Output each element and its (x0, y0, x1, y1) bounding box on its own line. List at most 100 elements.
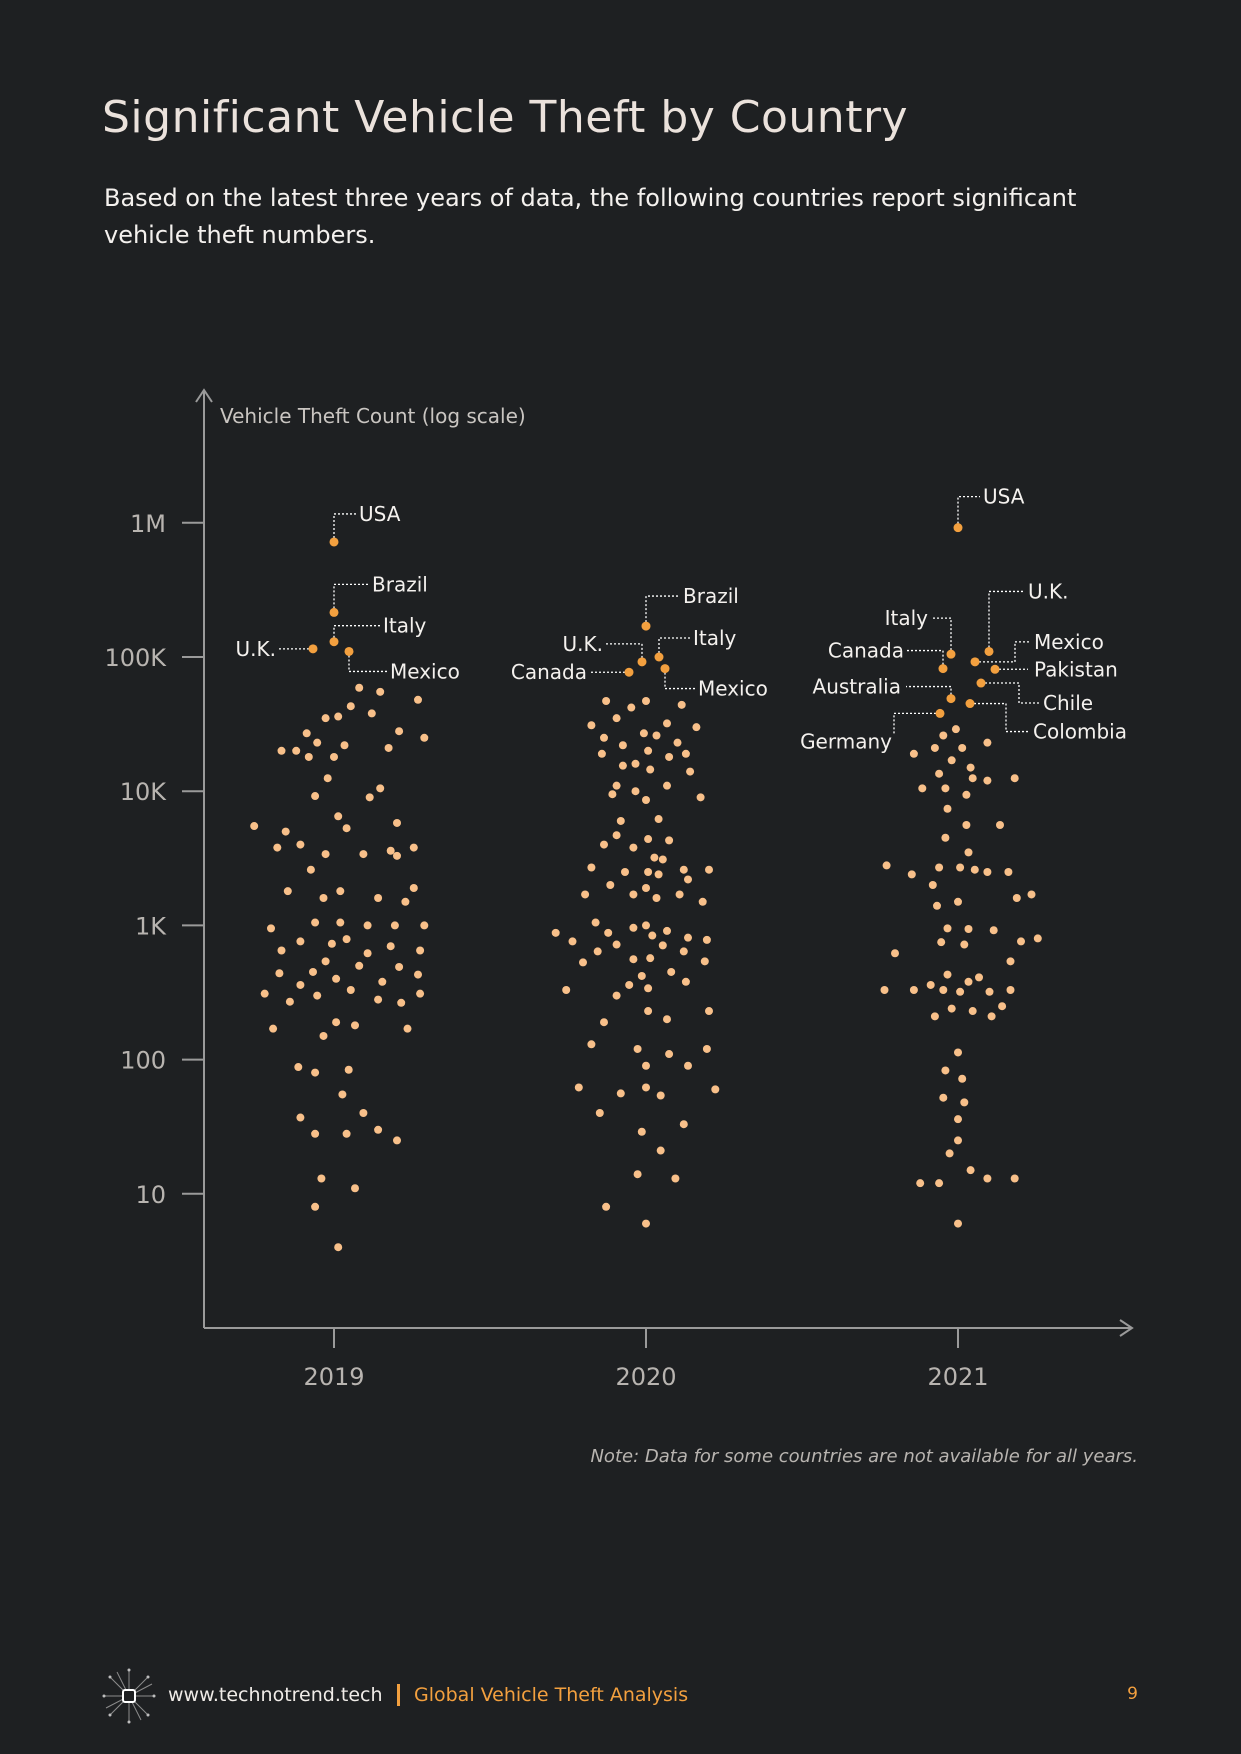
data-point (311, 918, 320, 927)
data-point (579, 958, 587, 967)
data-point (663, 1015, 671, 1024)
data-point (987, 1012, 996, 1021)
data-point (656, 1146, 665, 1155)
data-point (414, 695, 422, 704)
data-point (306, 865, 315, 874)
data-point (313, 991, 322, 1000)
country-label-mexico-2019: Mexico (390, 659, 460, 683)
highlight-point-mexico-2020 (660, 664, 670, 674)
data-point (342, 935, 351, 944)
data-point (692, 723, 701, 732)
data-point (968, 774, 977, 783)
data-point (700, 957, 709, 966)
country-label-australia-2021: Australia (813, 675, 901, 699)
data-point (962, 790, 971, 799)
data-point (390, 921, 399, 930)
highlight-point-pakistan-2021 (990, 664, 1000, 674)
country-label-italy-2021: Italy (885, 606, 929, 630)
y-tick-label: 100K (104, 644, 167, 672)
data-point (943, 804, 952, 813)
data-point (338, 1090, 347, 1099)
data-point (947, 1004, 956, 1013)
data-point (633, 1170, 642, 1179)
leader-line-canada-2021 (907, 649, 944, 669)
data-point (935, 769, 944, 778)
data-point (384, 743, 393, 752)
data-point (616, 1089, 625, 1098)
highlight-point-brazil-2020 (641, 621, 651, 631)
data-point (654, 815, 663, 824)
data-point (618, 741, 627, 750)
leader-line-australia-2021 (906, 685, 952, 699)
data-point (954, 1115, 962, 1124)
country-label-uk-2019: U.K. (236, 637, 276, 661)
data-point (346, 986, 355, 995)
data-point (275, 969, 284, 978)
footer-site: www.technotrend.tech (168, 1684, 383, 1706)
data-point (416, 989, 425, 998)
data-point (882, 861, 891, 870)
footer-report-title: Global Vehicle Theft Analysis (414, 1684, 689, 1706)
data-point (954, 1136, 962, 1145)
data-point (639, 729, 648, 738)
data-point (616, 816, 625, 825)
country-label-brazil-2019: Brazil (372, 572, 428, 596)
data-point (629, 923, 638, 932)
data-point (386, 942, 395, 951)
data-point (363, 921, 372, 930)
data-point (393, 1136, 401, 1145)
country-label-canada-2020: Canada (511, 660, 587, 684)
data-point (627, 703, 636, 712)
data-point (667, 967, 676, 976)
y-tick-label: 10K (120, 778, 168, 806)
data-point (954, 1219, 962, 1228)
leader-line-italy-2019 (333, 625, 380, 642)
data-point (684, 933, 692, 942)
data-point (602, 697, 611, 706)
y-tick-label: 10 (135, 1181, 166, 1209)
leader-line-usa-2019 (333, 513, 356, 542)
data-point (983, 776, 992, 785)
data-point (313, 738, 322, 747)
country-label-pakistan-2021: Pakistan (1034, 657, 1118, 681)
data-point (909, 749, 918, 758)
x-axis-arrow (1119, 1319, 1134, 1337)
leader-line-germany-2021 (893, 712, 940, 736)
data-point (294, 1063, 303, 1072)
leader-line-brazil-2020 (645, 595, 680, 627)
data-point (281, 827, 290, 836)
country-label-italy-2019: Italy (383, 614, 427, 638)
data-point (644, 984, 653, 993)
data-point (374, 894, 383, 903)
data-point (656, 1091, 665, 1100)
data-point (675, 890, 684, 899)
data-point (330, 752, 338, 761)
highlight-point-australia-2021 (946, 694, 956, 704)
data-point (679, 865, 688, 874)
data-point (673, 738, 682, 747)
data-point (960, 1098, 969, 1107)
axes: Vehicle Theft Count (log scale) (195, 388, 1134, 1337)
data-point (267, 924, 275, 933)
data-point (367, 709, 376, 718)
country-label-usa-2021: USA (983, 485, 1025, 509)
data-point (600, 840, 608, 849)
data-point (277, 746, 286, 755)
data-point (1006, 986, 1015, 995)
highlight-point-uk-2019 (308, 644, 318, 654)
data-point (629, 890, 638, 899)
data-point (321, 957, 330, 966)
data-point (966, 1166, 975, 1175)
highlight-point-germany-2021 (935, 708, 945, 718)
data-point (996, 820, 1004, 829)
data-point (663, 926, 671, 935)
data-point (612, 831, 621, 840)
x-tick-label: 2020 (615, 1363, 676, 1391)
data-point (705, 1007, 713, 1016)
data-point (612, 781, 621, 790)
data-point (319, 894, 328, 903)
data-point (642, 1219, 650, 1228)
highlight-point-italy-2021 (946, 649, 956, 659)
data-point (317, 1174, 326, 1183)
data-point (332, 1018, 341, 1027)
